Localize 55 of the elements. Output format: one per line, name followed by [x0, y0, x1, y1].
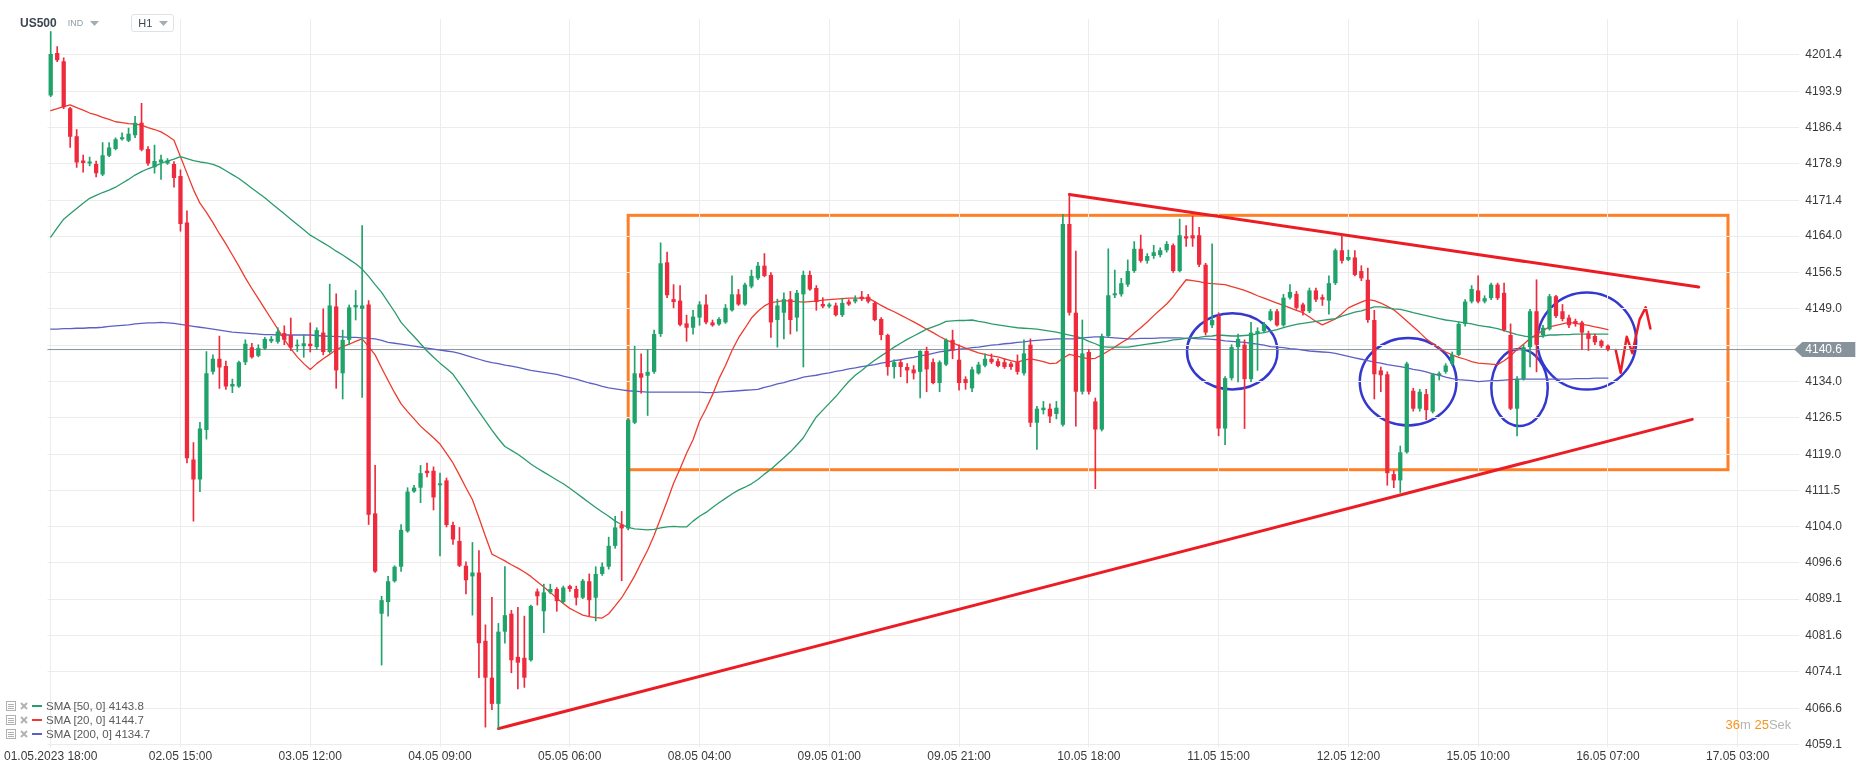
x-tick-label: 12.05 12:00 [1316, 749, 1381, 764]
y-tick-label: 4066.6 [1805, 700, 1843, 715]
y-tick-label: 4156.5 [1805, 264, 1843, 279]
dropdown-field: H1 [131, 14, 175, 32]
candlestick [1184, 225, 1189, 247]
x-tick-label: 16.05 07:00 [1576, 749, 1640, 764]
y-tick-label: 4096.6 [1805, 555, 1843, 570]
legend-label: SMA [20, 0] 4144.7 [46, 714, 144, 726]
y-tick-label: 4111.5 [1805, 482, 1841, 497]
candlestick [898, 359, 903, 378]
legend-label: SMA [200, 0] 4134.7 [46, 728, 151, 740]
x-tick-label: 11.05 15:00 [1187, 749, 1251, 764]
y-tick-label: 4089.1 [1805, 591, 1843, 606]
y-tick-label: 4104.0 [1805, 519, 1843, 534]
y-tick-label: 4186.4 [1805, 119, 1843, 134]
chart-title: US500 [20, 16, 57, 30]
candlestick [437, 472, 443, 557]
x-tick-label: 09.05 21:00 [927, 749, 992, 764]
y-tick-label: 4201.4 [1805, 47, 1843, 62]
x-tick-label: 17.05 03:00 [1705, 749, 1770, 764]
x-tick-label: 09.05 01:00 [797, 749, 862, 764]
candlestick [301, 334, 306, 358]
x-tick-label: 15.05 10:00 [1446, 749, 1511, 764]
ref-line-label: 4140.6 [1805, 342, 1843, 357]
annotation: IND [67, 18, 84, 28]
y-tick-label: 4059.1 [1805, 736, 1843, 751]
y-tick-label: 4171.4 [1805, 192, 1843, 207]
y-tick-label: 4134.0 [1805, 373, 1843, 388]
candlestick [502, 566, 508, 644]
x-tick-label: 10.05 18:00 [1057, 749, 1121, 764]
candlestick [1235, 333, 1241, 383]
x-tick-label: 01.05.2023 18:00 [4, 749, 98, 764]
candlestick [1378, 366, 1383, 393]
y-tick-label: 4178.9 [1805, 156, 1843, 171]
y-tick-label: 4081.6 [1805, 627, 1843, 642]
y-tick-label: 4193.9 [1805, 83, 1843, 98]
legend-label: SMA [50, 0] 4143.8 [46, 700, 144, 712]
y-tick-label: 4164.0 [1805, 228, 1843, 243]
y-tick-label: 4119.0 [1805, 446, 1842, 461]
candlestick [639, 353, 644, 394]
candlestick [119, 132, 125, 141]
y-tick-label: 4074.1 [1805, 664, 1843, 679]
y-tick-label: 4126.5 [1805, 410, 1843, 425]
candlestick [489, 596, 495, 711]
x-tick-label: 02.05 15:00 [148, 749, 213, 764]
x-tick-label: 04.05 09:00 [408, 749, 473, 764]
x-tick-label: 05.05 06:00 [538, 749, 602, 764]
y-tick-label: 4149.0 [1805, 301, 1843, 316]
candlestick [515, 607, 521, 690]
x-tick-label: 03.05 12:00 [278, 749, 343, 764]
annotation: H1 [138, 17, 153, 29]
candlestick [360, 225, 365, 398]
annotation: 36m 25Sek [1725, 717, 1792, 732]
x-tick-label: 08.05 04:00 [667, 749, 732, 764]
candlestick [1112, 269, 1117, 299]
